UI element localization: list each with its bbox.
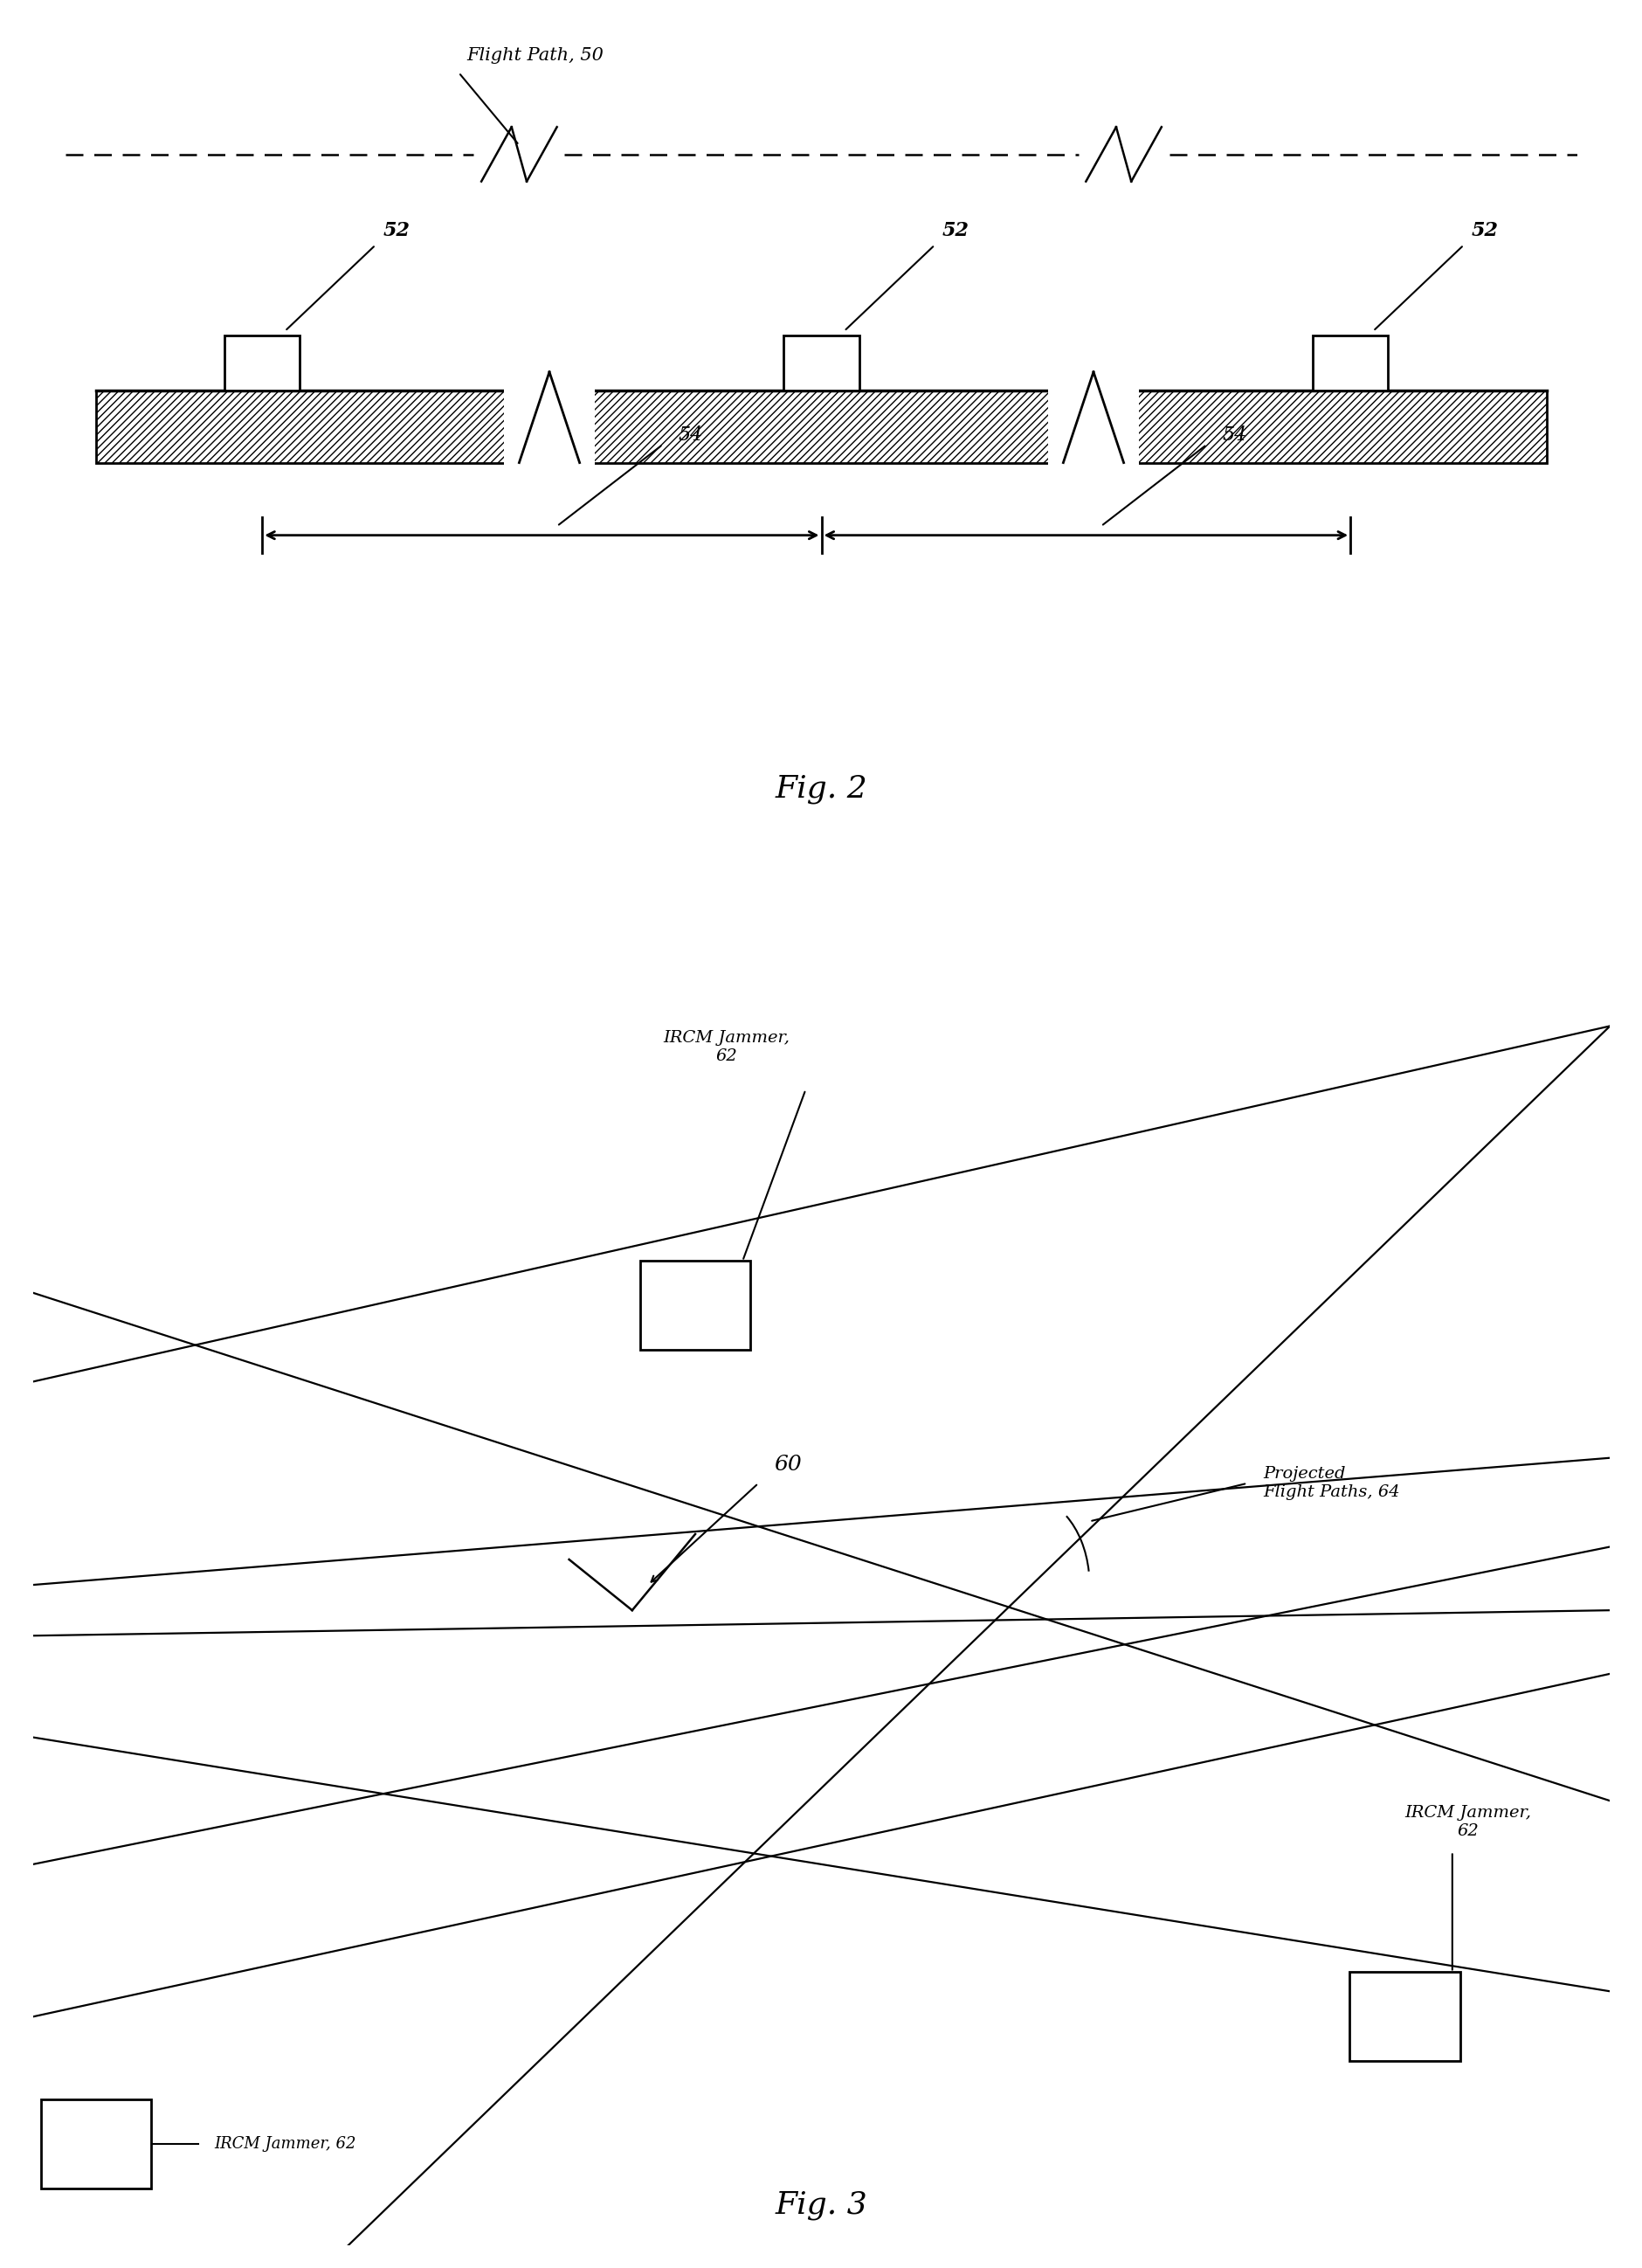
Bar (1312, 336, 1387, 390)
Bar (783, 336, 859, 390)
Text: 52: 52 (1471, 222, 1498, 240)
Text: 54: 54 (1222, 424, 1246, 445)
Text: IRCM Jammer, 62: IRCM Jammer, 62 (213, 2136, 356, 2152)
Bar (95, 390, 1547, 463)
Text: IRCM Jammer,
62: IRCM Jammer, 62 (663, 1030, 790, 1064)
Bar (1350, 1973, 1460, 2062)
Bar (41, 2100, 151, 2189)
Text: 60: 60 (773, 1454, 801, 1474)
Text: 52: 52 (943, 222, 969, 240)
Text: Fig. 3: Fig. 3 (775, 2191, 867, 2220)
Bar (640, 1261, 750, 1349)
Text: Flight Path, 50: Flight Path, 50 (466, 48, 603, 64)
Text: Fig. 2: Fig. 2 (775, 773, 867, 805)
Text: Projected
Flight Paths, 64: Projected Flight Paths, 64 (1263, 1467, 1399, 1499)
Bar (1048, 381, 1138, 472)
Bar (225, 336, 300, 390)
Text: 52: 52 (383, 222, 410, 240)
Bar (504, 381, 594, 472)
Text: 54: 54 (678, 424, 703, 445)
Text: IRCM Jammer,
62: IRCM Jammer, 62 (1404, 1805, 1530, 1839)
